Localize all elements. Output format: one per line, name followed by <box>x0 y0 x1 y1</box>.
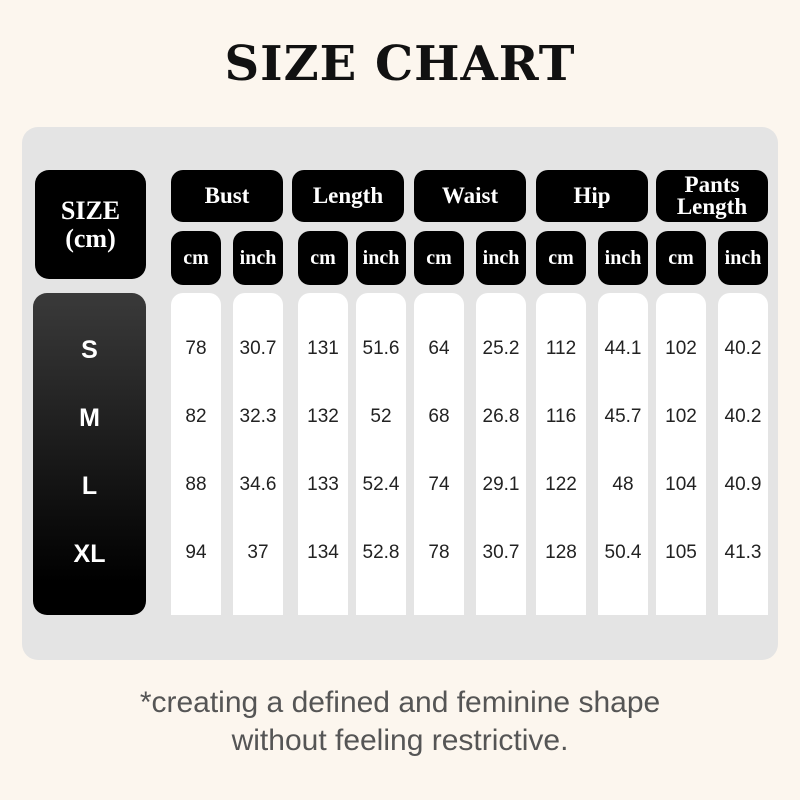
size-header-unit: (cm) <box>65 223 116 253</box>
table-cell: 105 <box>665 542 697 563</box>
table-cell: 104 <box>665 474 697 495</box>
size-label: XL <box>73 540 106 568</box>
table-cell: 52 <box>370 406 392 427</box>
unit-header-cm: cm <box>656 231 706 285</box>
table-cell: 132 <box>307 406 339 427</box>
data-column: 30.7 32.3 34.6 37 <box>233 293 283 615</box>
table-cell: 128 <box>545 542 577 563</box>
unit-header-cm: cm <box>171 231 221 285</box>
table-cell: 78 <box>185 338 207 359</box>
column-group-length: Length <box>292 170 404 222</box>
column-group-pants-length: Pants Length <box>656 170 768 222</box>
table-cell: 26.8 <box>482 406 520 427</box>
data-column: 51.6 52 52.4 52.8 <box>356 293 406 615</box>
unit-header-inch: inch <box>356 231 406 285</box>
table-cell: 50.4 <box>604 542 642 563</box>
table-cell: 88 <box>185 474 207 495</box>
table-cell: 64 <box>428 338 450 359</box>
table-cell: 40.9 <box>724 474 762 495</box>
table-cell: 131 <box>307 338 339 359</box>
table-cell: 34.6 <box>239 474 277 495</box>
size-label: S <box>81 336 98 364</box>
table-cell: 45.7 <box>604 406 642 427</box>
table-cell: 112 <box>545 338 577 359</box>
table-cell: 68 <box>428 406 450 427</box>
footnote-line-2: without feeling restrictive. <box>231 724 569 757</box>
table-cell: 134 <box>307 542 339 563</box>
table-cell: 32.3 <box>239 406 277 427</box>
table-cell: 48 <box>612 474 634 495</box>
table-cell: 52.4 <box>362 474 400 495</box>
data-column: 131 132 133 134 <box>298 293 348 615</box>
table-cell: 133 <box>307 474 339 495</box>
unit-header-inch: inch <box>233 231 283 285</box>
table-cell: 40.2 <box>724 406 762 427</box>
table-cell: 30.7 <box>482 542 520 563</box>
unit-header-inch: inch <box>476 231 526 285</box>
unit-header-cm: cm <box>536 231 586 285</box>
size-header-label: SIZE <box>60 195 121 225</box>
data-column: 102 102 104 105 <box>656 293 706 615</box>
table-cell: 41.3 <box>724 542 762 563</box>
table-cell: 102 <box>665 338 697 359</box>
size-column: S M L XL <box>33 293 146 615</box>
column-group-hip: Hip <box>536 170 648 222</box>
unit-header-cm: cm <box>298 231 348 285</box>
table-cell: 52.8 <box>362 542 400 563</box>
table-cell: 122 <box>545 474 577 495</box>
table-cell: 40.2 <box>724 338 762 359</box>
data-column: 64 68 74 78 <box>414 293 464 615</box>
table-cell: 74 <box>428 474 450 495</box>
table-cell: 82 <box>185 406 207 427</box>
size-label: L <box>81 472 98 500</box>
data-column: 78 82 88 94 <box>171 293 221 615</box>
table-cell: 37 <box>247 542 269 563</box>
table-cell: 51.6 <box>362 338 400 359</box>
data-column: 25.2 26.8 29.1 30.7 <box>476 293 526 615</box>
table-cell: 44.1 <box>604 338 642 359</box>
table-cell: 94 <box>185 542 207 563</box>
table-cell: 102 <box>665 406 697 427</box>
size-label: M <box>79 404 100 432</box>
table-cell: 25.2 <box>482 338 520 359</box>
data-column: 40.2 40.2 40.9 41.3 <box>718 293 768 615</box>
unit-header-inch: inch <box>718 231 768 285</box>
column-group-waist: Waist <box>414 170 526 222</box>
data-column: 44.1 45.7 48 50.4 <box>598 293 648 615</box>
unit-header-cm: cm <box>414 231 464 285</box>
size-header: SIZE (cm) <box>35 170 146 279</box>
table-cell: 29.1 <box>482 474 520 495</box>
table-cell: 116 <box>545 406 577 427</box>
data-column: 112 116 122 128 <box>536 293 586 615</box>
unit-header-inch: inch <box>598 231 648 285</box>
table-cell: 30.7 <box>239 338 277 359</box>
table-cell: 78 <box>428 542 450 563</box>
column-group-bust: Bust <box>171 170 283 222</box>
footnote-line-1: *creating a defined and feminine shape <box>139 686 661 719</box>
page-title: SIZE CHART <box>224 36 576 92</box>
